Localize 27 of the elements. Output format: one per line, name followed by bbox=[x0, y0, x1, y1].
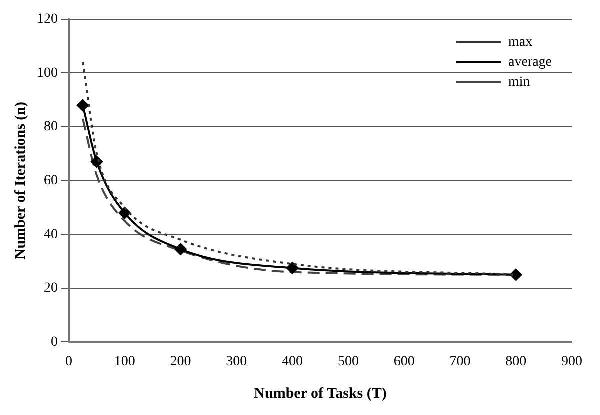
x-tick-label: 500 bbox=[338, 354, 359, 370]
x-tick-label: 600 bbox=[394, 354, 415, 370]
y-tick-label: 20 bbox=[44, 281, 58, 296]
x-tick-label: 800 bbox=[506, 354, 527, 370]
legend-label: min bbox=[508, 75, 530, 90]
x-tick-label: 900 bbox=[562, 354, 582, 370]
y-tick-label: 40 bbox=[44, 227, 58, 242]
x-tick-label: 0 bbox=[66, 354, 72, 370]
y-tick-label: 120 bbox=[37, 12, 58, 28]
y-tick-label: 100 bbox=[37, 66, 58, 81]
y-tick-label: 60 bbox=[44, 173, 58, 188]
point bbox=[174, 243, 187, 256]
point bbox=[510, 268, 522, 281]
legend-label: max bbox=[508, 35, 533, 50]
point bbox=[286, 262, 299, 274]
y-tick-label: 0 bbox=[51, 334, 58, 350]
legend-label: average bbox=[508, 55, 552, 70]
x-tick-label: 400 bbox=[282, 354, 304, 370]
x-axis-title: Number of Tasks (T) bbox=[254, 386, 387, 402]
x-tick-label: 100 bbox=[114, 354, 136, 370]
point bbox=[76, 99, 89, 112]
y-axis-title: Number of Iterations (n) bbox=[12, 102, 29, 260]
y-tick-label: 80 bbox=[44, 120, 58, 135]
x-tick-label: 200 bbox=[170, 354, 192, 370]
point bbox=[118, 207, 131, 220]
x-tick-label: 700 bbox=[450, 354, 471, 370]
x-tick-label: 300 bbox=[226, 354, 248, 370]
